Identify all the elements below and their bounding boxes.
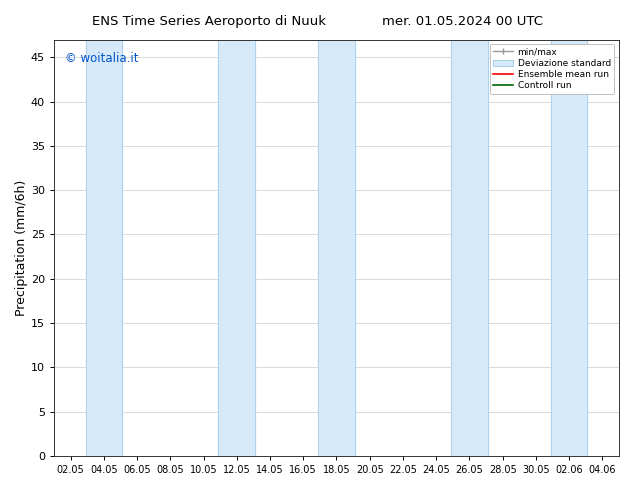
Bar: [318, 40, 355, 456]
Bar: [451, 40, 488, 456]
Bar: [551, 40, 588, 456]
Legend: min/max, Deviazione standard, Ensemble mean run, Controll run: min/max, Deviazione standard, Ensemble m…: [489, 44, 614, 94]
Text: © woitalia.it: © woitalia.it: [65, 52, 139, 65]
Bar: [86, 40, 122, 456]
Text: mer. 01.05.2024 00 UTC: mer. 01.05.2024 00 UTC: [382, 15, 543, 28]
Y-axis label: Precipitation (mm/6h): Precipitation (mm/6h): [15, 180, 28, 316]
Bar: [219, 40, 255, 456]
Text: ENS Time Series Aeroporto di Nuuk: ENS Time Series Aeroporto di Nuuk: [92, 15, 327, 28]
